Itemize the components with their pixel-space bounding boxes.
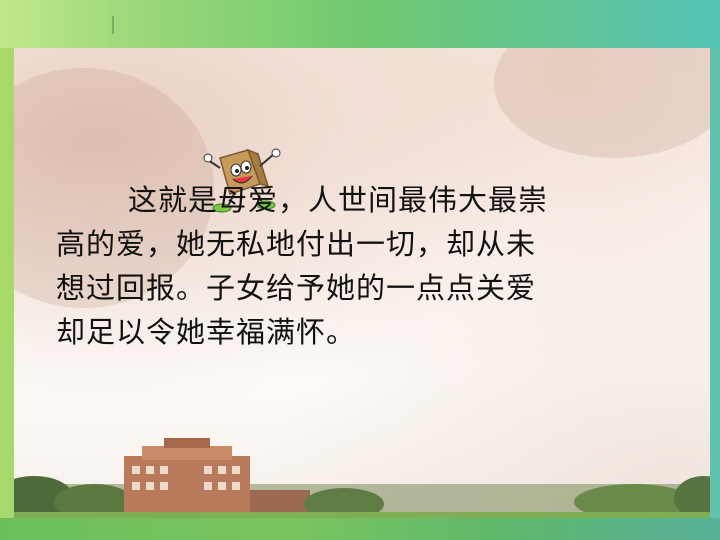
paragraph-line-2: 高的爱，她无私地付出一切，却从未 [56, 227, 537, 261]
paragraph-line-3: 想过回报。子女给予她的一点点关爱 [56, 271, 537, 305]
background-tree-left [14, 68, 214, 308]
paragraph-line-4: 却足以令她幸福满怀。 [56, 315, 357, 349]
band-divider [112, 16, 114, 34]
smiling-paper-bag-mascot-icon [203, 148, 281, 213]
paragraph-line-1: 这就是母爱，人世间最伟大最崇 [128, 183, 549, 217]
main-paragraph: 这就是母爱，人世间最伟大最崇 高的爱，她无私地付出一切，却从未 想过回报。子女给… [56, 178, 656, 354]
top-green-band [0, 0, 720, 48]
background-photo-campus [14, 438, 710, 518]
background-tree-right [494, 48, 710, 158]
bottom-green-band [0, 518, 720, 540]
slide-canvas [14, 48, 710, 518]
